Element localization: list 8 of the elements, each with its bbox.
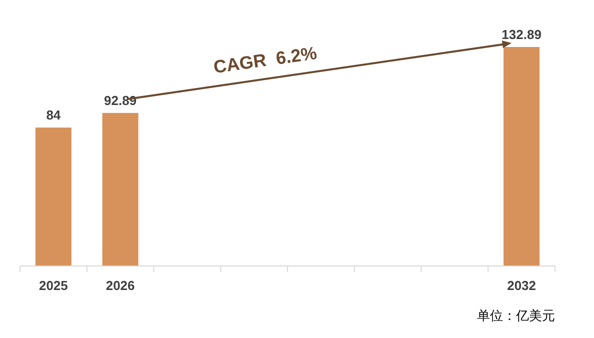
x-tick-label: 2032 — [507, 278, 536, 293]
x-tick-label: 2026 — [106, 278, 135, 293]
annotation: CAGR 6.2% — [212, 42, 318, 78]
data-label: 92.89 — [104, 92, 137, 108]
text: 单位：亿美元 — [477, 308, 555, 324]
data-label: 84 — [46, 108, 62, 123]
x-tick-label: 2025 — [38, 278, 68, 293]
data-label: 132.89 — [502, 27, 542, 42]
